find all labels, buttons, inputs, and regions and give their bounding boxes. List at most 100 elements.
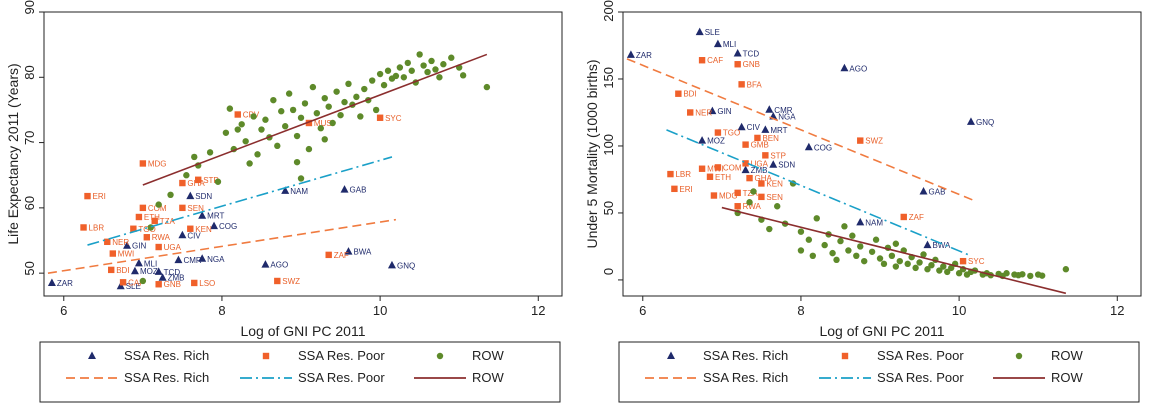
row-point xyxy=(1003,270,1010,277)
point-label: CAF xyxy=(128,278,144,287)
y-tick-label: 50 xyxy=(22,261,37,275)
ssa-poor-point xyxy=(734,189,741,197)
ssa-poor-point xyxy=(179,179,186,187)
point-label: ERI xyxy=(92,192,105,201)
y-axis-title: Life Expectancy 2011 (Years) xyxy=(5,63,21,244)
under5-mortality-panel: 6 8 10 12 0 50 100 150 200 Log of GNI PC 2011 Unde… xyxy=(579,0,1157,406)
under5-mortality-chart: 6 8 10 12 0 50 100 150 200 Log of GNI PC 2011 Unde… xyxy=(584,0,1142,403)
point-label: CAF xyxy=(707,56,723,65)
point-label: BEN xyxy=(762,134,779,143)
row-point xyxy=(254,151,261,158)
ssa-poor-point xyxy=(119,279,127,286)
row-point xyxy=(746,199,753,206)
y-tick-label: 0 xyxy=(601,268,616,275)
ssa-poor-point xyxy=(305,119,313,127)
legend-marker-label: SSA Res. Poor xyxy=(877,348,964,363)
ssa-poor-point xyxy=(108,266,115,274)
legend-box xyxy=(618,341,1140,403)
row-point xyxy=(309,83,317,91)
point-label: AGO xyxy=(849,64,867,73)
y-axis-title: Under 5 Mortality (1000 births) xyxy=(584,59,600,248)
row-point xyxy=(1027,272,1034,280)
point-label: LSO xyxy=(199,279,215,288)
legend: SSA Res. Rich SSA Res. Poor ROW SSA Res. Ri… xyxy=(39,341,561,403)
point-label: NAM xyxy=(290,187,308,196)
point-label: ZAR xyxy=(57,279,73,288)
row-point xyxy=(896,257,903,265)
row-point xyxy=(841,223,848,230)
ssa-rich-point xyxy=(923,240,932,249)
row-point xyxy=(278,108,285,115)
point-label: CMR xyxy=(774,106,792,115)
legend-marker-label: ROW xyxy=(1051,348,1084,363)
row-point xyxy=(297,175,305,182)
row-point xyxy=(829,249,836,257)
point-label: COG xyxy=(219,222,237,231)
ssa-rich-point xyxy=(765,105,774,113)
row-point xyxy=(368,77,376,84)
point-label: ZAR xyxy=(636,51,652,60)
ssa-poor-point xyxy=(155,281,162,288)
row-point xyxy=(376,70,384,78)
y-tick-label: 80 xyxy=(22,65,37,79)
ssa-rich-point xyxy=(708,106,717,115)
row-point xyxy=(293,132,301,140)
legend-box xyxy=(39,341,561,403)
ssa-poor-point xyxy=(80,224,87,231)
row-point xyxy=(408,67,415,74)
row-point xyxy=(920,251,927,258)
ssa-poor-point xyxy=(675,90,682,97)
row-point xyxy=(916,259,923,266)
row-point xyxy=(1019,271,1026,278)
point-label: NER xyxy=(112,238,129,247)
ssa-poor-point xyxy=(274,277,281,285)
ssa-poor-point xyxy=(714,129,722,136)
point-label: ETH xyxy=(715,173,731,182)
row-point xyxy=(821,241,828,249)
row-point xyxy=(341,98,348,106)
point-label: SDN xyxy=(778,161,795,170)
row-point xyxy=(305,145,313,153)
x-tick-label: 6 xyxy=(639,303,646,318)
row-point xyxy=(928,261,935,269)
point-label: TCD xyxy=(743,50,760,59)
point-label: ZMB xyxy=(168,274,185,283)
ssa-poor-point xyxy=(687,109,694,116)
row-point xyxy=(936,267,943,274)
ssa-poor-point xyxy=(754,134,761,142)
legend-marker-label: SSA Res. Rich xyxy=(703,348,788,363)
row-point xyxy=(892,263,900,270)
point-label: SEN xyxy=(766,193,783,202)
row-point xyxy=(436,74,443,81)
legend-marker xyxy=(667,351,675,359)
row-point xyxy=(396,64,404,71)
ssa-poor-point xyxy=(959,257,967,265)
point-label: CIV xyxy=(747,123,761,132)
row-point xyxy=(206,149,214,156)
row-point xyxy=(880,260,888,268)
row-point xyxy=(904,260,911,268)
point-label: ETH xyxy=(144,213,160,222)
point-label: MDG xyxy=(719,192,738,201)
legend-marker xyxy=(88,351,96,359)
ssa-poor-point xyxy=(714,164,722,171)
point-label: GNQ xyxy=(397,261,415,270)
row-point xyxy=(147,224,154,231)
ssa-rich-point xyxy=(769,160,778,168)
ssa-rich-point xyxy=(340,185,349,193)
ssa-poor-point xyxy=(758,193,765,201)
row-point xyxy=(258,126,265,133)
row-point xyxy=(876,255,884,262)
point-label: NAM xyxy=(865,218,883,227)
point-label: NGA xyxy=(778,112,796,121)
ssa-rich-point xyxy=(123,241,132,249)
point-label: GHA xyxy=(187,179,205,188)
row-point xyxy=(459,72,467,79)
point-label: UGA xyxy=(164,243,182,252)
y-tick-label: 100 xyxy=(601,134,616,156)
point-label: BFA xyxy=(747,80,763,89)
legend-marker-label: SSA Res. Rich xyxy=(124,348,209,363)
legend-line-label: SSA Res. Rich xyxy=(703,370,788,385)
point-label: BWA xyxy=(932,241,951,250)
y-tick-label: 70 xyxy=(22,131,37,145)
